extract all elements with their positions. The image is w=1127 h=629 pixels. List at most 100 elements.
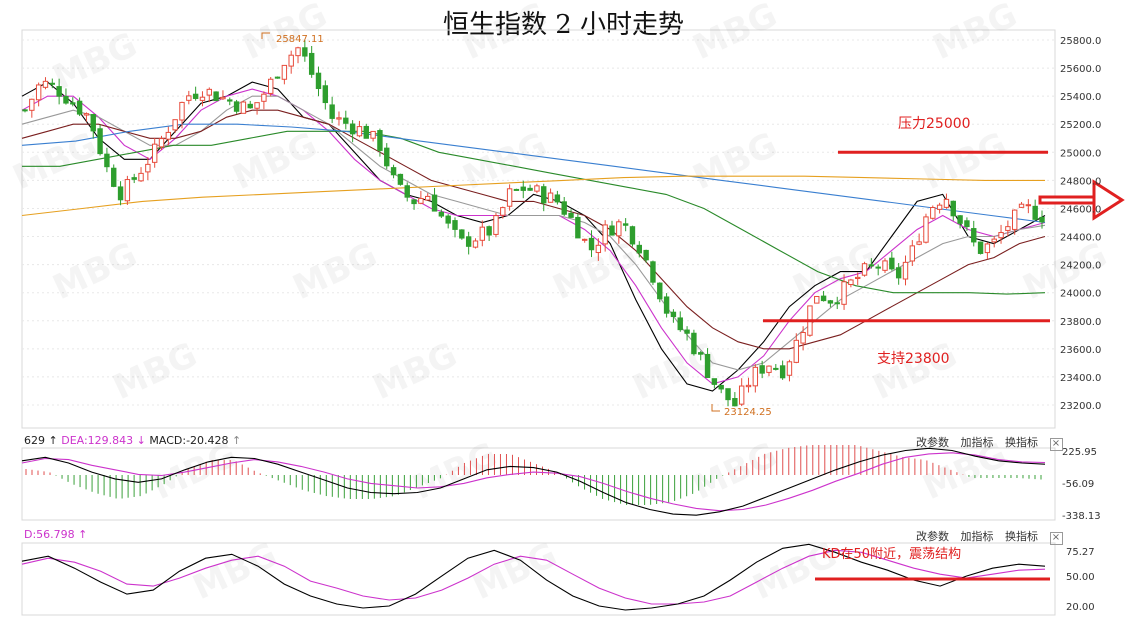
candle-body xyxy=(397,173,404,185)
candle-body xyxy=(998,232,1004,239)
high-marker xyxy=(261,32,270,39)
candle-body xyxy=(90,114,96,132)
price-tick: 25800.0 xyxy=(1060,36,1101,47)
candle-body xyxy=(192,93,199,99)
candle-body xyxy=(390,167,397,176)
kd-tick: 50.00 xyxy=(1066,572,1095,583)
candle-body xyxy=(964,220,970,228)
kd-axis: 75.27 50.00 20.00 xyxy=(1066,547,1095,613)
candle-body xyxy=(527,187,533,191)
watermark-text: MBG xyxy=(367,335,463,408)
candle-body xyxy=(56,86,62,97)
candle-body xyxy=(902,261,909,280)
macd-add-indicator-button[interactable]: 加指标 xyxy=(960,436,994,449)
candle-body xyxy=(438,211,445,217)
kd-edit-params-button[interactable]: 改参数 xyxy=(916,530,949,543)
macd-edit-params-button[interactable]: 改参数 xyxy=(916,436,949,449)
candle-body xyxy=(486,226,492,236)
candle-body xyxy=(363,125,369,139)
price-tick: 25200.0 xyxy=(1060,120,1101,131)
chart-title: 恒生指数 2 小时走势 xyxy=(442,10,685,40)
candle-body xyxy=(247,103,253,109)
candle-body xyxy=(111,167,117,187)
candle-body xyxy=(138,172,144,182)
candle-body xyxy=(97,128,103,155)
candle-body xyxy=(452,220,458,230)
candle-body xyxy=(1025,204,1032,207)
candle-body xyxy=(732,398,738,407)
candle-body xyxy=(554,194,561,203)
watermark-text: MBG xyxy=(547,235,643,308)
candle-body xyxy=(186,95,192,101)
candle-body xyxy=(909,245,916,262)
candle-body xyxy=(22,109,28,112)
candle-body xyxy=(636,244,642,254)
candle-body xyxy=(957,215,963,224)
candle-body xyxy=(158,138,165,148)
watermark-text: MBG xyxy=(227,125,323,198)
ma-line-4 xyxy=(22,130,1046,295)
candle-body xyxy=(1032,205,1038,220)
candle-body xyxy=(575,216,581,239)
candle-body xyxy=(83,113,90,116)
candle-body xyxy=(684,329,690,334)
candle-body xyxy=(984,243,991,254)
kd-tick: 20.00 xyxy=(1066,602,1095,613)
candle-body xyxy=(308,52,315,75)
candle-body xyxy=(411,199,417,205)
candle-body xyxy=(384,147,390,167)
candle-body xyxy=(752,366,759,387)
price-tick: 24200.0 xyxy=(1060,261,1101,272)
close-icon[interactable]: × xyxy=(1049,438,1063,451)
candle-body xyxy=(370,130,376,139)
candle-body xyxy=(677,317,683,331)
candle-body xyxy=(670,311,677,318)
candle-body xyxy=(1039,216,1045,223)
candle-body xyxy=(581,238,588,241)
candle-body xyxy=(445,215,451,224)
macd-tick: 225.95 xyxy=(1062,447,1097,458)
candle-body xyxy=(848,279,854,286)
candle-body xyxy=(63,96,69,104)
candle-body xyxy=(506,188,513,207)
candle-body xyxy=(472,240,479,248)
kd-switch-indicator-button[interactable]: 换指标 xyxy=(1005,530,1038,543)
right-arrow-icon xyxy=(1038,179,1125,221)
candle-body xyxy=(861,263,868,276)
watermark-text: MBG xyxy=(687,0,783,68)
close-icon[interactable]: × xyxy=(1049,532,1063,545)
kd-add-indicator-button[interactable]: 加指标 xyxy=(960,530,994,543)
candle-body xyxy=(814,295,820,304)
candle-body xyxy=(950,200,956,217)
ma-line-0 xyxy=(21,81,1046,392)
resistance-label: 压力25000 xyxy=(898,116,971,132)
macd-switch-indicator-button[interactable]: 换指标 xyxy=(1005,436,1038,449)
candle-body xyxy=(29,98,35,111)
macd-tick: -338.13 xyxy=(1062,511,1101,522)
candle-body xyxy=(895,267,902,279)
candle-body xyxy=(786,361,793,376)
candle-body xyxy=(875,266,881,269)
candle-body xyxy=(268,78,274,94)
candle-body xyxy=(588,237,595,251)
candle-body xyxy=(704,353,711,378)
candle-body xyxy=(916,241,922,245)
watermark-text: MBG xyxy=(47,235,143,308)
candle-body xyxy=(151,143,158,163)
candle-body xyxy=(766,365,772,373)
candle-body xyxy=(534,185,540,192)
candle-body xyxy=(568,212,574,218)
candles xyxy=(22,40,1045,407)
watermark-text: MBG xyxy=(927,0,1023,68)
kd-tick: 75.27 xyxy=(1066,547,1095,558)
moving-average-lines xyxy=(21,81,1046,392)
candle-body xyxy=(356,126,363,137)
candle-body xyxy=(691,332,697,355)
candle-body xyxy=(943,198,950,208)
candle-body xyxy=(261,93,267,102)
candle-body xyxy=(1018,203,1025,208)
price-tick: 25400.0 xyxy=(1060,92,1101,103)
candle-body xyxy=(991,238,997,243)
main-panel xyxy=(21,29,1056,429)
